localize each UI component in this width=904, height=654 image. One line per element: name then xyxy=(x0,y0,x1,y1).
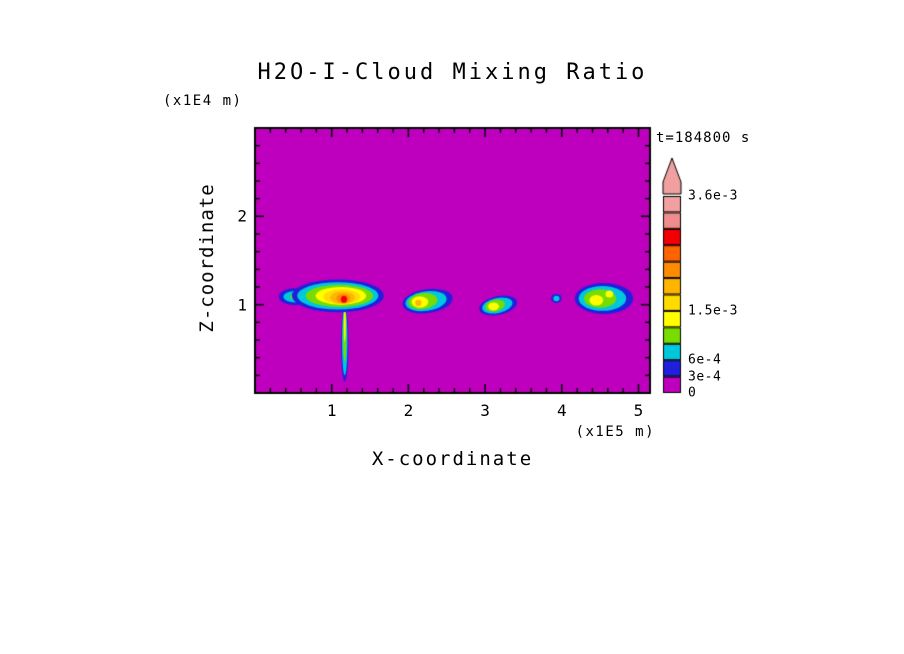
x-tick-label: 2 xyxy=(403,401,414,420)
colorbar-label: 1.5e-3 xyxy=(688,303,738,319)
colorbar-label: 0 xyxy=(688,385,697,401)
colorbar-label: 3.6e-3 xyxy=(688,188,738,204)
x-tick-label: 3 xyxy=(480,401,490,420)
x-tick-label: 1 xyxy=(326,401,337,420)
z-axis-unit-label: (x1E4 m) xyxy=(163,93,243,109)
x-tick-label: 4 xyxy=(556,401,567,420)
x-tick-label: 5 xyxy=(633,401,644,420)
colorbar-label: 6e-4 xyxy=(688,352,722,368)
y-tick-label: 2 xyxy=(237,206,247,226)
x-axis-label: X-coordinate xyxy=(371,448,534,470)
colorbar-label: 3e-4 xyxy=(688,369,722,385)
plot-title: H2O-I-Cloud Mixing Ratio xyxy=(257,60,648,85)
time-annotation: t=184800 s xyxy=(656,130,751,146)
x-axis-unit-label: (x1E5 m) xyxy=(575,424,655,440)
y-tick-label: 1 xyxy=(237,295,247,315)
